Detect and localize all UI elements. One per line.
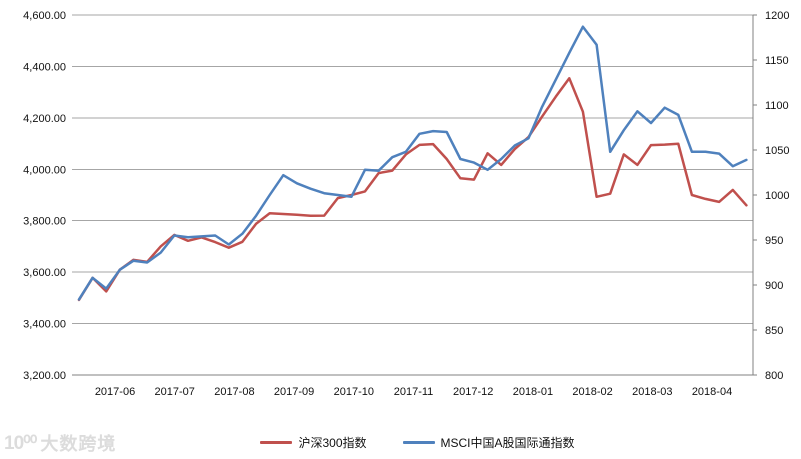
- right-axis-label: 800: [765, 370, 783, 382]
- legend-item-hs300: 沪深300指数: [260, 434, 367, 451]
- left-axis-label: 4,200.00: [23, 113, 66, 125]
- left-axis-label: 4,000.00: [23, 164, 66, 176]
- right-axis-label: 1150: [765, 55, 789, 67]
- x-axis-label: 2017-10: [334, 386, 374, 398]
- legend-label-msci: MSCI中国A股国际通指数: [440, 435, 575, 450]
- x-axis-label: 2017-09: [274, 386, 314, 398]
- right-axis-label: 1100: [765, 100, 789, 112]
- x-axis-label: 2017-11: [394, 386, 434, 398]
- legend-item-msci: MSCI中国A股国际通指数: [402, 434, 575, 451]
- right-axis-label: 1200: [765, 10, 789, 22]
- legend: 沪深300指数 MSCI中国A股国际通指数: [0, 430, 801, 454]
- x-axis-label: 2017-07: [155, 386, 195, 398]
- right-axis-label: 1050: [765, 145, 789, 157]
- watermark-text: 大数跨境: [40, 434, 117, 454]
- right-axis-label: 950: [765, 235, 783, 247]
- watermark: 10⁰⁰ 大数跨境: [4, 430, 116, 456]
- x-axis-label: 2017-12: [453, 386, 493, 398]
- legend-swatch-msci: [402, 440, 435, 444]
- legend-swatch-hs300: [260, 440, 293, 444]
- left-axis-label: 4,400.00: [23, 61, 66, 73]
- left-axis-label: 3,800.00: [23, 216, 66, 228]
- right-axis-label: 1000: [765, 190, 789, 202]
- x-axis-label: 2017-06: [95, 386, 135, 398]
- right-axis-label: 850: [765, 325, 783, 337]
- x-axis-label: 2018-02: [572, 386, 612, 398]
- right-axis-label: 900: [765, 280, 783, 292]
- left-axis-label: 3,600.00: [23, 267, 66, 279]
- x-axis-label: 2018-04: [692, 386, 732, 398]
- left-axis-label: 3,400.00: [23, 319, 66, 331]
- left-axis-label: 4,600.00: [23, 10, 66, 22]
- x-axis-label: 2017-08: [214, 386, 254, 398]
- x-axis-label: 2018-03: [632, 386, 672, 398]
- left-axis-label: 3,200.00: [23, 370, 66, 382]
- x-axis-label: 2018-01: [513, 386, 553, 398]
- series-line-msci: [77, 25, 748, 301]
- legend-label-hs300: 沪深300指数: [298, 435, 367, 450]
- series-line-hs300: [77, 77, 748, 302]
- watermark-logo-icon: 10⁰⁰: [4, 432, 37, 454]
